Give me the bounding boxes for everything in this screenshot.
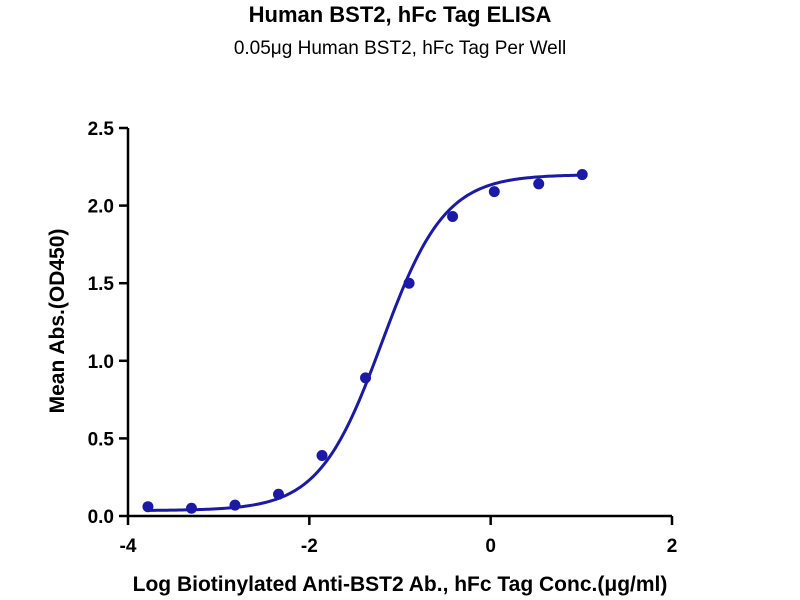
- x-tick-label: 0: [485, 536, 496, 557]
- data-point: [316, 449, 328, 461]
- y-tick-label: 1.0: [88, 352, 114, 373]
- data-point: [533, 178, 545, 190]
- data-point: [576, 169, 588, 181]
- data-point: [273, 488, 285, 500]
- y-tick-label: 2.5: [88, 119, 115, 140]
- y-tick-label: 2.0: [88, 197, 114, 218]
- x-tick-label: 2: [667, 536, 678, 557]
- ticks: -4 -2 0 2 0.0 0.5 1.0 1.5 2.0 2.5: [88, 119, 678, 557]
- data-point: [142, 501, 154, 513]
- fit-curve: [147, 173, 583, 512]
- y-axis-label: Mean Abs.(OD450): [46, 229, 69, 414]
- y-tick-label: 0.0: [88, 507, 114, 528]
- chart-subtitle: 0.05μg Human BST2, hFc Tag Per Well: [234, 38, 566, 59]
- fit-curve-group: [147, 173, 583, 512]
- x-axis-label: Log Biotinylated Anti-BST2 Ab., hFc Tag …: [133, 573, 668, 596]
- data-point: [229, 499, 241, 511]
- data-point: [447, 210, 459, 222]
- data-point: [488, 186, 500, 198]
- data-points: [142, 169, 588, 514]
- data-point: [403, 277, 415, 289]
- x-tick-label: -2: [301, 536, 318, 557]
- data-point: [360, 372, 372, 384]
- data-point: [185, 502, 197, 514]
- chart-title: Human BST2, hFc Tag ELISA: [249, 2, 552, 27]
- y-tick-label: 1.5: [88, 274, 115, 295]
- x-tick-label: -4: [120, 536, 137, 557]
- axes: [126, 128, 672, 518]
- y-tick-label: 0.5: [88, 429, 115, 450]
